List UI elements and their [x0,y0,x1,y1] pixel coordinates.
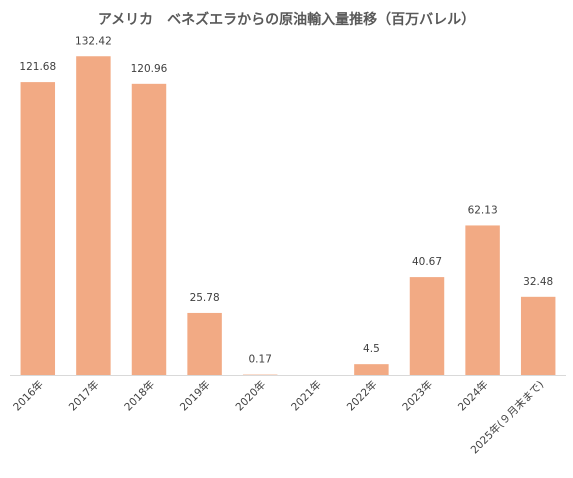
data-label-2023年: 40.67 [412,256,442,268]
bar-2018年 [131,83,167,375]
bar-2019年 [187,312,222,375]
bar-2025年(９月末まで) [520,296,556,375]
x-tick-label-2024年: 2024年 [455,378,491,414]
x-tick-label-2018年: 2018年 [122,378,158,414]
data-label-2017年: 132.42 [75,35,112,47]
data-label-2020年: 0.17 [249,354,272,366]
bar-2017年 [76,56,111,375]
x-tick-label-2020年: 2020年 [233,378,269,414]
bar-2023年 [409,277,445,375]
x-tick-label-2021年: 2021年 [288,378,324,414]
data-label-2018年: 120.96 [131,63,168,75]
bar-2024年 [465,225,500,375]
x-tick-label-2023年: 2023年 [400,378,436,414]
x-tick-label-2016年: 2016年 [10,378,46,414]
data-label-2016年: 121.68 [19,61,56,73]
bar-2016年 [20,82,56,375]
data-label-2019年: 25.78 [190,292,220,304]
chart-title: アメリカ ベネズエラからの原油輸入量推移（百万バレル） [97,12,476,28]
bar-2022年 [354,364,389,375]
x-tick-label-2022年: 2022年 [344,378,380,414]
x-tick-label-2017年: 2017年 [66,378,102,414]
data-label-2025年(９月末まで): 32.48 [523,276,553,288]
data-label-2022年: 4.5 [363,343,380,355]
x-tick-label-2019年: 2019年 [177,378,213,414]
data-label-2024年: 62.13 [468,204,498,216]
